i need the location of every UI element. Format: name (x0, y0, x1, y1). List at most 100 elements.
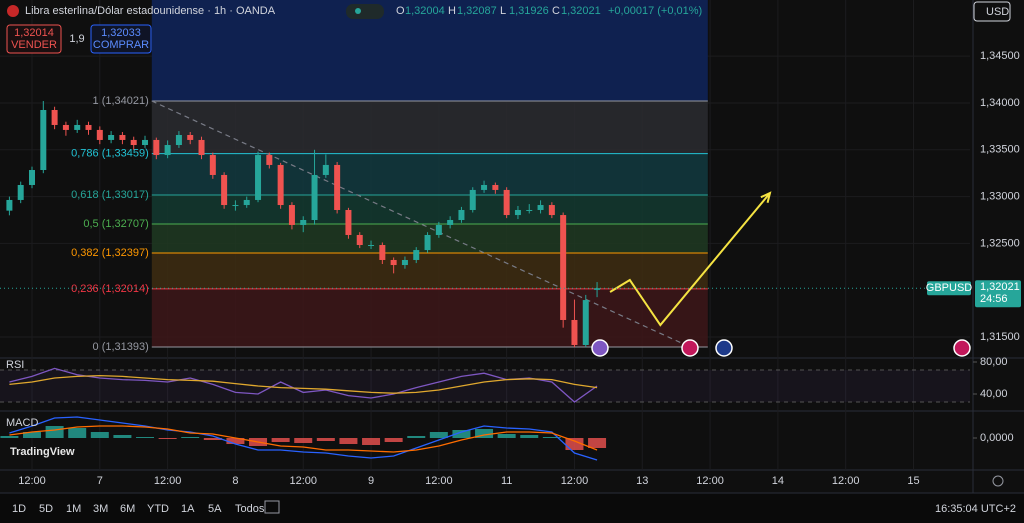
sell-label[interactable]: VENDER (11, 39, 57, 51)
x-tick-label: 12:00 (561, 475, 589, 487)
currency-button[interactable] (973, 1, 1011, 22)
candle-body (311, 174, 318, 221)
projection-path (609, 192, 771, 327)
symbol-icon (7, 5, 19, 17)
candle-body (571, 319, 578, 345)
ohlc-key: C (552, 5, 560, 17)
range-button[interactable]: 6M (120, 503, 135, 515)
candle-body (379, 244, 386, 260)
candle-body (175, 134, 182, 146)
x-tick-label: 8 (232, 475, 238, 487)
candle-body (435, 224, 442, 235)
histogram-bar (542, 437, 561, 438)
range-button[interactable]: Todos (235, 503, 265, 515)
event-marker[interactable] (953, 339, 971, 357)
candle-body (458, 209, 465, 221)
ohlc-key: O (396, 5, 405, 17)
y-tick-label: 1,33000 (980, 191, 1020, 203)
range-button[interactable]: YTD (147, 503, 169, 515)
candle-body (537, 205, 544, 210)
event-marker[interactable] (681, 339, 699, 357)
y-tick-label: 0,0000 (980, 432, 1014, 444)
histogram-bar (316, 438, 335, 441)
bottom-toolbar (0, 493, 1024, 523)
histogram-bar (136, 437, 155, 438)
event-marker[interactable] (715, 339, 733, 357)
buy-label[interactable]: COMPRAR (93, 39, 149, 51)
fib-band (151, 153, 708, 196)
ohlc-value: 1,31926 (509, 5, 549, 17)
spread: 1,9 (69, 33, 84, 45)
settings-icon[interactable] (992, 475, 1004, 487)
ohlc-key: H (448, 5, 456, 17)
range-button[interactable]: 1D (12, 503, 26, 515)
candle-body (209, 155, 216, 175)
candle-body (277, 164, 284, 206)
histogram-bar (45, 426, 64, 438)
histogram-bar (407, 436, 426, 438)
candle-body (221, 174, 228, 206)
candle-body (582, 300, 589, 345)
histogram-bar (203, 438, 222, 440)
histogram-bar (0, 436, 19, 438)
date-range-icon[interactable] (264, 500, 280, 514)
candle-body (288, 205, 295, 225)
y-tick-label: 1,31500 (980, 331, 1020, 343)
fib-label: 0,5 (1,32707) (83, 218, 148, 230)
y-tick-label: 1,33500 (980, 144, 1020, 156)
range-button[interactable]: 5A (208, 503, 222, 515)
histogram-bar (181, 437, 200, 438)
candle-body (51, 110, 58, 125)
x-tick-label: 9 (368, 475, 374, 487)
candle-body (560, 215, 567, 320)
ohlc-value: 1,32021 (561, 5, 601, 17)
fib-label: 0,236 (1,32014) (71, 283, 149, 295)
range-button[interactable]: 1A (181, 503, 195, 515)
buy-button[interactable] (90, 24, 152, 54)
y-tick-label: 40,00 (980, 388, 1008, 400)
candle-body (255, 155, 262, 200)
histogram-bar (497, 434, 516, 438)
projection-arrowhead (760, 191, 772, 203)
candle-body (368, 244, 375, 246)
histogram-bar (565, 438, 584, 450)
candle-body (119, 134, 126, 140)
candle-body (356, 234, 363, 245)
buy-price[interactable]: 1,32033 (101, 27, 141, 39)
candle-body (413, 250, 420, 260)
candle-body (300, 220, 307, 225)
histogram-bar (475, 429, 494, 438)
histogram-bar (23, 432, 42, 438)
candle-body (153, 139, 160, 156)
ohlc-value: 1,32004 (405, 5, 445, 17)
histogram-bar (384, 438, 403, 442)
range-button[interactable]: 5D (39, 503, 53, 515)
currency[interactable]: USD (986, 6, 1009, 18)
candle-body (469, 189, 476, 210)
range-button[interactable]: 1M (66, 503, 81, 515)
histogram-bar (294, 438, 313, 443)
histogram-bar (113, 435, 132, 438)
y-tick-label: 1,32500 (980, 237, 1020, 249)
candle-body (96, 129, 103, 140)
sell-button[interactable] (6, 24, 62, 54)
x-tick-label: 7 (97, 475, 103, 487)
candle-body (526, 209, 533, 211)
symbol-badge (927, 281, 971, 296)
candle-body (481, 184, 488, 190)
candle-body (492, 184, 499, 190)
sell-price[interactable]: 1,32014 (14, 27, 54, 39)
status-dot (355, 8, 361, 14)
y-tick-label: 1,34500 (980, 50, 1020, 62)
clock: 16:35:04 UTC+2 (935, 503, 1016, 515)
candle-body (29, 170, 36, 185)
candle-body (62, 124, 69, 130)
event-marker[interactable] (591, 339, 609, 357)
range-button[interactable]: 3M (93, 503, 108, 515)
x-tick-label: 12:00 (696, 475, 724, 487)
candle-body (74, 124, 81, 130)
histogram-bar (68, 428, 87, 438)
x-tick-label: 12:00 (425, 475, 453, 487)
